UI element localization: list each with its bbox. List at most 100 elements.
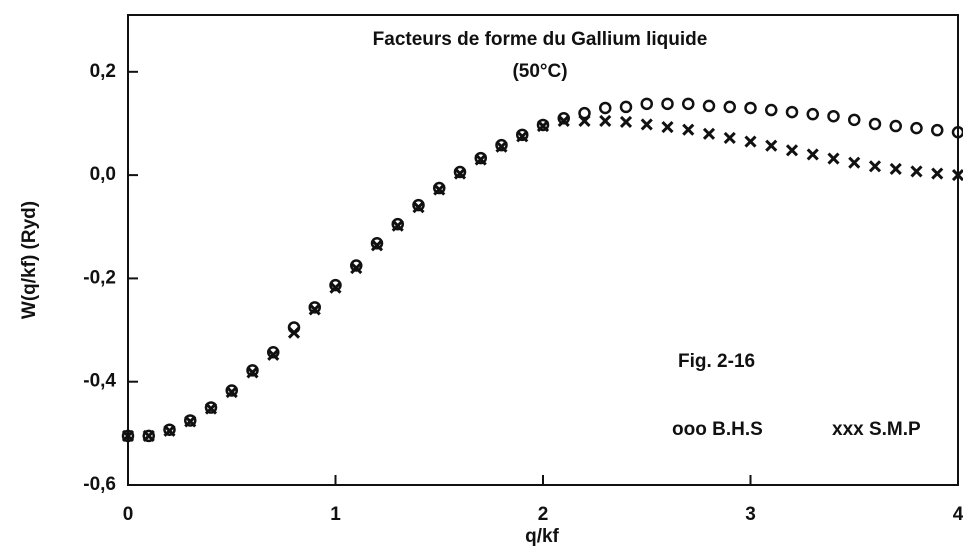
point: [329, 281, 342, 294]
point: [889, 162, 902, 175]
point: [806, 107, 819, 121]
y-tick-label: -0,2: [83, 267, 116, 288]
point: [412, 198, 425, 212]
point: [557, 114, 570, 127]
point: [267, 346, 280, 359]
point: [619, 115, 633, 128]
point: [868, 117, 882, 131]
point: [204, 402, 218, 415]
point: [744, 135, 757, 148]
point: [951, 125, 963, 139]
point: [536, 119, 550, 133]
point: [848, 113, 861, 127]
point: [495, 138, 508, 152]
point: [910, 121, 923, 135]
point: [682, 123, 695, 136]
legend-entry: xxx S.M.P: [832, 419, 921, 440]
point: [308, 301, 321, 314]
y-tick-label: 0,2: [90, 61, 116, 82]
point: [640, 97, 653, 111]
legend-entry: ooo B.H.S: [672, 419, 763, 440]
point: [225, 385, 238, 399]
point: [827, 152, 840, 165]
x-axis-label: q/kf: [525, 526, 559, 547]
point: [350, 262, 363, 275]
y-tick-label: -0,6: [83, 474, 116, 495]
point: [557, 112, 570, 125]
point: [184, 414, 197, 427]
point: [453, 165, 467, 179]
x-tick-label: 1: [330, 504, 341, 525]
point: [370, 239, 384, 252]
plot-frame: [127, 14, 959, 486]
point: [350, 259, 363, 272]
chart-subtitle: (50°C): [512, 61, 567, 82]
point: [287, 326, 301, 339]
point: [267, 348, 280, 361]
point: [453, 167, 467, 180]
point: [599, 114, 612, 127]
point: [184, 415, 197, 428]
point: [142, 429, 155, 443]
point: [329, 278, 342, 292]
point: [599, 101, 612, 115]
y-axis-label: W(q/kf) (Ryd): [19, 201, 40, 319]
point: [723, 100, 736, 114]
x-tick-label: 2: [538, 504, 549, 525]
point: [682, 97, 695, 111]
x-tick-label: 0: [123, 504, 134, 525]
point: [765, 103, 778, 117]
point: [121, 429, 135, 442]
point: [474, 151, 487, 165]
point: [370, 237, 384, 250]
point: [806, 148, 819, 161]
point: [765, 139, 778, 152]
x-tick-label: 4: [953, 504, 963, 525]
point: [308, 303, 321, 316]
point: [661, 97, 674, 111]
point: [433, 183, 446, 196]
point: [391, 219, 404, 232]
point: [204, 401, 218, 414]
annotation: Fig. 2-16: [678, 351, 755, 372]
point: [246, 364, 259, 377]
chart-title: Facteurs de forme du Gallium liquide: [373, 29, 708, 50]
point: [433, 181, 446, 195]
point: [640, 118, 653, 131]
point: [931, 123, 944, 137]
point: [225, 384, 238, 397]
point: [412, 201, 425, 214]
point: [702, 127, 716, 140]
y-tick-label: 0,0: [90, 164, 116, 185]
point: [931, 167, 944, 180]
x-tick-label: 3: [745, 504, 756, 525]
point: [163, 424, 176, 437]
point: [142, 429, 155, 442]
y-tick-label: -0,4: [83, 371, 116, 392]
point: [578, 114, 591, 127]
point: [495, 140, 508, 153]
point: [246, 366, 259, 379]
point: [578, 106, 591, 120]
point: [951, 169, 963, 182]
point: [516, 128, 529, 142]
point: [702, 99, 716, 113]
point: [536, 118, 550, 132]
point: [889, 119, 902, 133]
point: [785, 144, 799, 157]
point: [474, 153, 487, 166]
point: [121, 429, 135, 443]
point: [391, 217, 404, 231]
point: [785, 105, 799, 119]
point: [619, 100, 633, 114]
point: [827, 109, 840, 123]
point: [516, 130, 529, 143]
point: [868, 160, 882, 173]
point: [744, 101, 757, 115]
point: [910, 165, 923, 178]
point: [661, 121, 674, 134]
point: [163, 423, 176, 436]
point: [848, 156, 861, 169]
point: [723, 131, 736, 144]
